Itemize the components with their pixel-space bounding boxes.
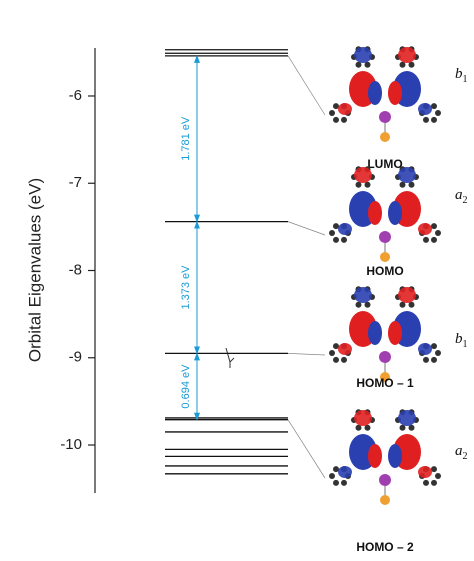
atom: [333, 357, 339, 363]
y-tick-label: -10: [60, 436, 82, 453]
y-tick-label: -7: [69, 174, 82, 191]
lobe: [354, 410, 372, 426]
atom: [431, 237, 437, 243]
orbital-label: HOMO – 1: [356, 376, 414, 390]
atom: [435, 230, 441, 236]
lobe: [368, 201, 382, 225]
lobe: [388, 81, 402, 105]
lobe: [338, 103, 352, 115]
atom: [431, 357, 437, 363]
atom: [423, 357, 429, 363]
symmetry-letter: a: [455, 187, 463, 203]
y-tick-label: -8: [69, 261, 82, 278]
lobe: [398, 410, 416, 426]
lobe: [354, 47, 372, 63]
gap-label: 1.781 eV: [180, 116, 192, 161]
lobe: [398, 287, 416, 303]
gap-label: 0.694 eV: [180, 364, 192, 409]
connector: [288, 420, 325, 478]
orbital-label: HOMO: [366, 264, 403, 278]
lobe: [388, 321, 402, 345]
symmetry-label: a2: [455, 187, 468, 206]
symmetry-index: 1: [463, 339, 468, 350]
atom: [423, 480, 429, 486]
atom: [333, 117, 339, 123]
atom: [341, 357, 347, 363]
y-tick-label: -6: [69, 87, 82, 104]
symmetry-index: 2: [463, 195, 468, 206]
orbital-label: HOMO – 2: [356, 540, 414, 554]
lobe: [398, 167, 416, 183]
symmetry-label: a2: [455, 443, 468, 462]
atom: [431, 117, 437, 123]
atom: [435, 473, 441, 479]
symmetry-label: b1: [455, 331, 468, 350]
lobe: [338, 343, 352, 355]
lobe: [418, 466, 432, 478]
atom: [431, 480, 437, 486]
orbital-picture: [329, 286, 441, 382]
phosphorus: [380, 132, 390, 142]
y-axis-label: Orbital Eigenvalues (eV): [25, 178, 44, 362]
atom: [329, 230, 335, 236]
y-tick-label: -9: [69, 349, 82, 366]
lobe: [418, 343, 432, 355]
lobe: [354, 287, 372, 303]
symmetry-index: 2: [463, 451, 468, 462]
symmetry-index: 1: [463, 74, 468, 85]
orbital-picture: [329, 166, 441, 262]
atom: [329, 473, 335, 479]
atom: [333, 480, 339, 486]
lobe: [398, 47, 416, 63]
symmetry-label: b1: [455, 66, 468, 85]
lobe: [368, 444, 382, 468]
lobe: [354, 167, 372, 183]
atom: [423, 237, 429, 243]
orbital-picture: [329, 409, 441, 505]
gap-label: 1.373 eV: [180, 265, 192, 310]
chart: Orbital Eigenvalues (eV) -6 -7 -8 -9 -10 LUMO…: [0, 0, 474, 561]
atom: [435, 350, 441, 356]
lobe: [388, 444, 402, 468]
lobe: [368, 321, 382, 345]
phosphorus: [380, 252, 390, 262]
atom: [333, 237, 339, 243]
orbital-picture: [329, 46, 441, 142]
connector: [288, 56, 325, 115]
lobe: [418, 103, 432, 115]
metal: [379, 351, 391, 363]
lobe: [418, 223, 432, 235]
orbital-label: LUMO: [367, 157, 402, 171]
atom: [341, 237, 347, 243]
spin-arrow: [226, 348, 234, 368]
atom: [341, 480, 347, 486]
metal: [379, 111, 391, 123]
atom: [341, 117, 347, 123]
symmetry-letter: a: [455, 443, 463, 459]
connector: [288, 353, 325, 355]
lobe: [338, 223, 352, 235]
lobe: [368, 81, 382, 105]
atom: [423, 117, 429, 123]
lobe: [388, 201, 402, 225]
lobe: [338, 466, 352, 478]
atom: [329, 350, 335, 356]
connector: [288, 222, 325, 235]
atom: [435, 110, 441, 116]
metal: [379, 474, 391, 486]
metal: [379, 231, 391, 243]
phosphorus: [380, 495, 390, 505]
atom: [329, 110, 335, 116]
